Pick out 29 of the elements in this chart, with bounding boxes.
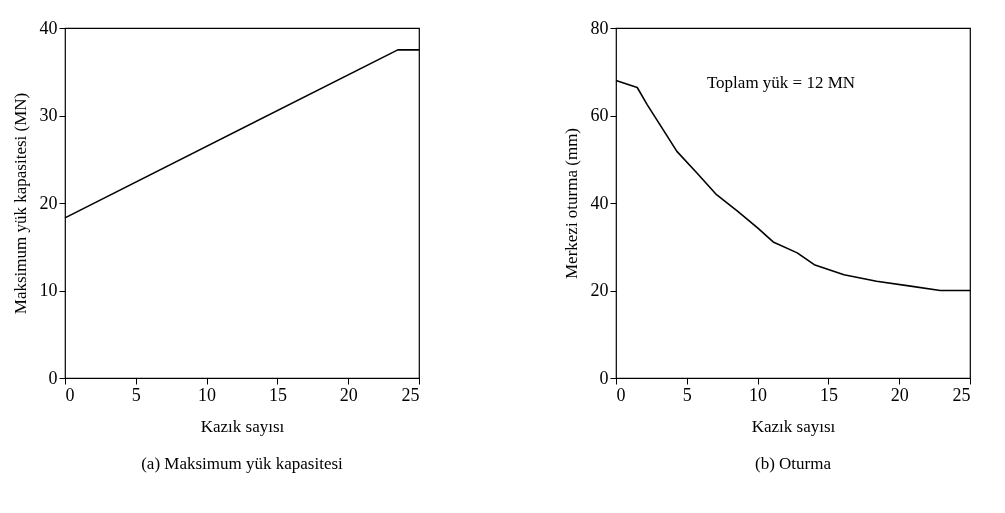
y-axis-title: Merkezi oturma (mm) (561, 127, 581, 280)
y-tick-label: 60 (590, 105, 609, 125)
y-tick-label: 40 (39, 17, 58, 38)
y-tick-label: 80 (590, 17, 609, 38)
x-tick-label: 10 (749, 384, 768, 405)
x-tick-label: 15 (268, 384, 287, 405)
x-tick-label: 15 (819, 384, 838, 405)
x-tick-label: 20 (890, 384, 909, 405)
text: (b) Oturma (754, 454, 832, 473)
text: (a) Maksimum yük kapasitesi (141, 454, 344, 473)
x-tick-label: 5 (131, 384, 141, 405)
x-tick-label: 25 (401, 384, 420, 405)
y-tick-label: 10 (39, 280, 58, 300)
x-tick-label: 5 (682, 384, 692, 405)
x-axis-title: Kazık sayısı (200, 416, 285, 436)
x-tick-label: 20 (339, 384, 358, 405)
x-axis-title: Kazık sayısı (751, 416, 836, 436)
y-tick-label: 40 (590, 192, 609, 213)
annotation: Toplam yük = 12 MN (706, 73, 856, 92)
y-tick-label: 20 (590, 280, 609, 300)
x-tick-label: 10 (198, 384, 217, 405)
y-tick-label: 0 (599, 367, 609, 388)
x-tick-label: 0 (65, 384, 75, 405)
x-tick-label: 25 (952, 384, 971, 405)
y-tick-label: 20 (39, 192, 58, 213)
y-tick-label: 0 (48, 367, 58, 388)
y-tick-label: 30 (39, 105, 58, 125)
x-tick-label: 0 (616, 384, 626, 405)
y-axis-title: Maksimum yük kapasitesi (MN) (10, 92, 30, 315)
